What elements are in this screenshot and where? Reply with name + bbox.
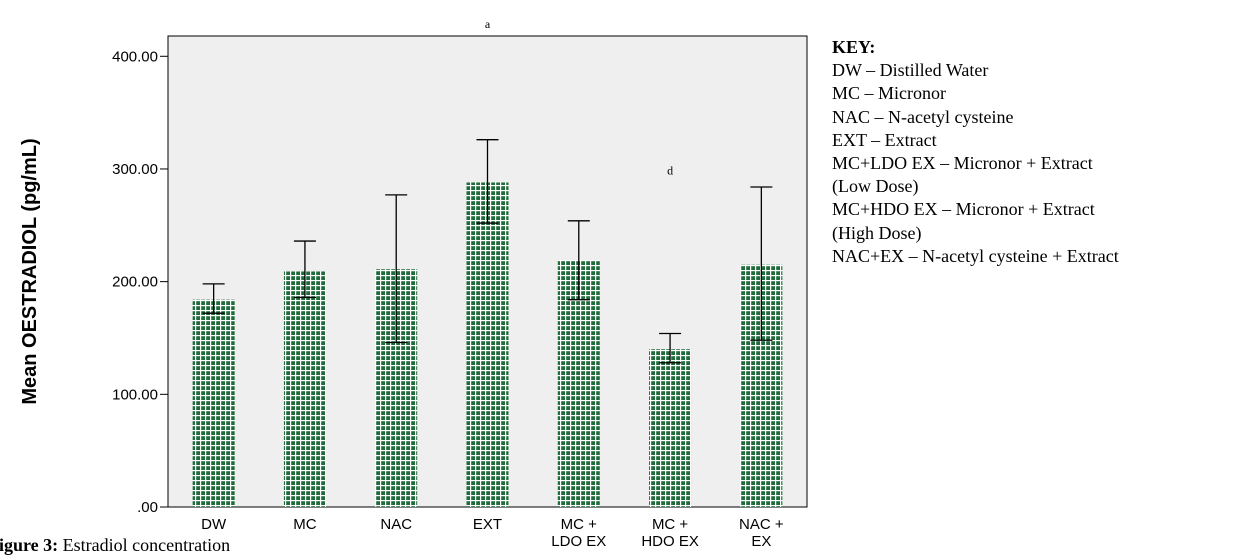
y-tick-label: .00 bbox=[137, 499, 158, 516]
bar bbox=[557, 260, 600, 507]
bar bbox=[283, 271, 326, 507]
key-line: MC+LDO EX – Micronor + Extract bbox=[832, 153, 1093, 174]
key-line: NAC – N-acetyl cysteine bbox=[832, 106, 1014, 127]
bar bbox=[649, 349, 692, 507]
y-tick-label: 200.00 bbox=[112, 274, 158, 291]
bar bbox=[466, 182, 509, 507]
caption-text: Estradiol concentration bbox=[58, 535, 231, 555]
key-line: EXT – Extract bbox=[832, 129, 937, 150]
y-axis-label: Mean OESTRADIOL (pg/mL) bbox=[19, 138, 41, 404]
key-line: (Low Dose) bbox=[832, 176, 919, 197]
key-line: DW – Distilled Water bbox=[832, 60, 989, 81]
x-tick-label: DW bbox=[201, 516, 227, 533]
key-line: NAC+EX – N-acetyl cysteine + Extract bbox=[832, 245, 1119, 266]
caption-label: Figure 3: bbox=[0, 535, 59, 555]
key-line: (High Dose) bbox=[832, 222, 922, 243]
key-title: KEY: bbox=[832, 37, 876, 57]
annotation-label: d bbox=[667, 164, 673, 178]
x-tick-label: NAC + EX bbox=[739, 516, 784, 550]
figure-caption: Figure 3: Estradiol concentration bbox=[0, 535, 230, 556]
y-tick-label: 100.00 bbox=[112, 386, 158, 403]
key-line: MC+HDO EX – Micronor + Extract bbox=[832, 199, 1095, 220]
x-tick-label: MC + LDO EX bbox=[551, 516, 606, 550]
key-line: MC – Micronor bbox=[832, 83, 946, 104]
x-tick-label: MC + HDO EX bbox=[641, 516, 699, 550]
annotation-label: a bbox=[485, 17, 491, 31]
x-tick-label: EXT bbox=[473, 516, 502, 533]
x-tick-label: NAC bbox=[380, 516, 412, 533]
key-legend: KEY: DW – Distilled Water MC – Micronor … bbox=[832, 36, 1119, 268]
y-tick-label: 300.00 bbox=[112, 161, 158, 178]
y-tick-label: 400.00 bbox=[112, 48, 158, 65]
x-tick-label: MC bbox=[293, 516, 316, 533]
bar bbox=[192, 299, 235, 507]
